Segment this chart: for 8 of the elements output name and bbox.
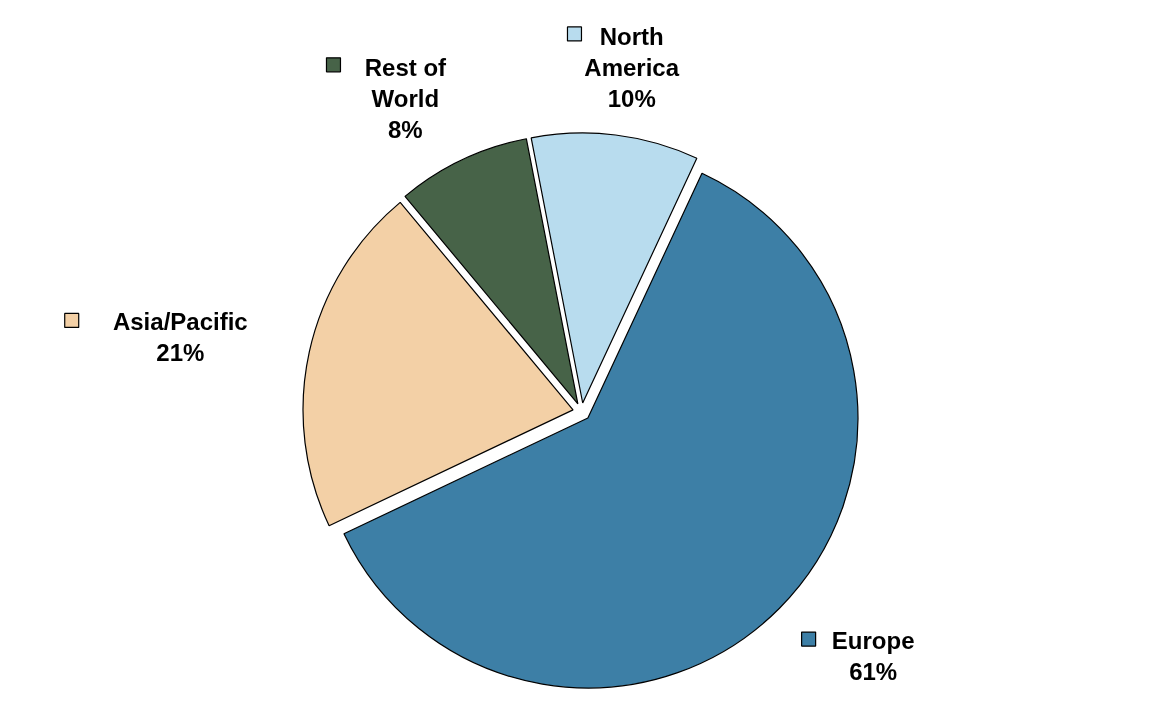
data-label: 21% (156, 339, 205, 367)
data-label: 8% (388, 116, 423, 144)
legend-label: Rest of World (364, 54, 448, 113)
data-label: 61% (849, 658, 898, 686)
legend-label: North America (584, 23, 680, 82)
data-label: 10% (607, 85, 656, 113)
legend-label: Asia/Pacific (112, 308, 248, 336)
legend-label: Europe (831, 626, 915, 654)
